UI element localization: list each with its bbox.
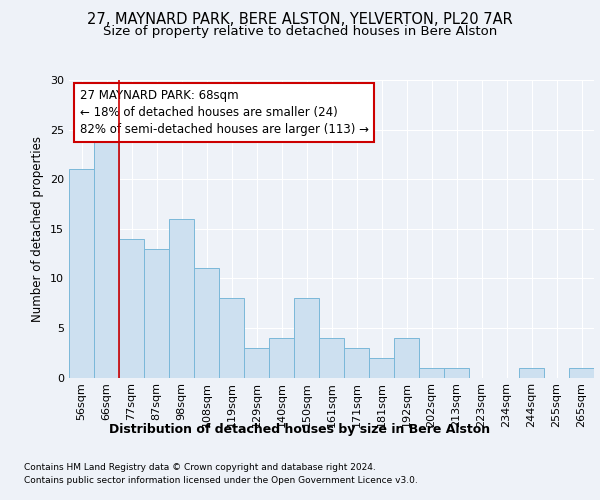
Bar <box>169 219 194 378</box>
Bar <box>144 248 169 378</box>
Text: 27 MAYNARD PARK: 68sqm
← 18% of detached houses are smaller (24)
82% of semi-det: 27 MAYNARD PARK: 68sqm ← 18% of detached… <box>79 89 368 136</box>
Bar <box>394 338 419 378</box>
Text: Distribution of detached houses by size in Bere Alston: Distribution of detached houses by size … <box>109 422 491 436</box>
Bar <box>119 238 144 378</box>
Bar <box>569 368 594 378</box>
Bar <box>94 140 119 378</box>
Bar <box>194 268 219 378</box>
Bar <box>219 298 244 378</box>
Bar <box>344 348 369 378</box>
Bar <box>269 338 294 378</box>
Bar <box>69 169 94 378</box>
Text: Size of property relative to detached houses in Bere Alston: Size of property relative to detached ho… <box>103 25 497 38</box>
Bar <box>294 298 319 378</box>
Bar <box>444 368 469 378</box>
Bar <box>369 358 394 378</box>
Text: Contains HM Land Registry data © Crown copyright and database right 2024.: Contains HM Land Registry data © Crown c… <box>24 462 376 471</box>
Bar <box>419 368 444 378</box>
Bar <box>319 338 344 378</box>
Text: 27, MAYNARD PARK, BERE ALSTON, YELVERTON, PL20 7AR: 27, MAYNARD PARK, BERE ALSTON, YELVERTON… <box>87 12 513 28</box>
Y-axis label: Number of detached properties: Number of detached properties <box>31 136 44 322</box>
Bar <box>244 348 269 378</box>
Text: Contains public sector information licensed under the Open Government Licence v3: Contains public sector information licen… <box>24 476 418 485</box>
Bar <box>519 368 544 378</box>
